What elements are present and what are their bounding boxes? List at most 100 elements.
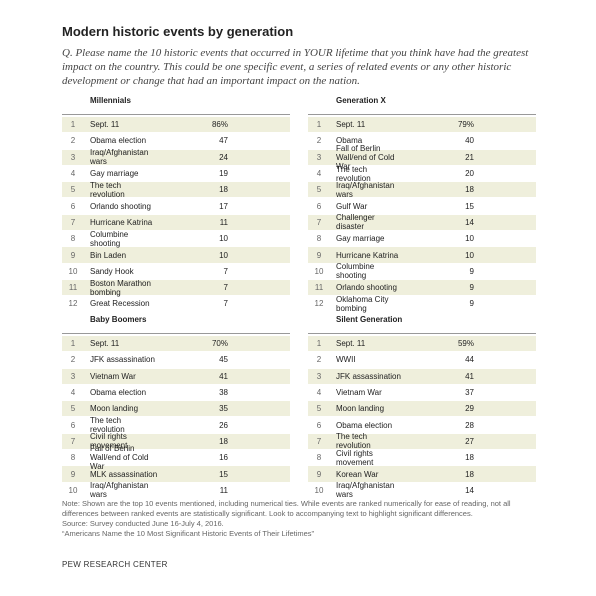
rank: 1 xyxy=(316,120,322,130)
event: Korean War xyxy=(336,469,379,479)
value: 18 xyxy=(465,469,474,479)
value: 16 xyxy=(219,453,228,463)
table-row: 7 The tech revolution 27 xyxy=(308,432,536,451)
table-row: 3 Vietnam War 41 xyxy=(62,368,290,385)
value: 11 xyxy=(219,485,228,495)
rank: 9 xyxy=(70,469,76,479)
value: 10 xyxy=(465,234,474,244)
value: 29 xyxy=(465,404,474,414)
value: 19 xyxy=(219,169,228,179)
event: Sept. 11 xyxy=(90,339,120,349)
value: 7 xyxy=(223,283,228,293)
question-text: Please name the 10 historic events that … xyxy=(62,47,529,87)
rank: 8 xyxy=(316,453,322,463)
event: Iraq/Afghanistan wars xyxy=(90,481,149,500)
rank: 9 xyxy=(316,250,322,260)
rank: 11 xyxy=(314,283,324,293)
rank: 10 xyxy=(68,266,78,276)
event: JFK assassination xyxy=(90,355,155,365)
table-row: 12 Great Recession 7 xyxy=(62,296,290,313)
event: Sept. 11 xyxy=(336,120,366,130)
table-row: 10 Columbine shooting 9 xyxy=(308,262,536,280)
table-row: 6 The tech revolution 26 xyxy=(62,416,290,434)
rank: 11 xyxy=(68,283,78,293)
rank: 7 xyxy=(316,436,322,446)
rank: 5 xyxy=(70,404,76,414)
event: Boston Marathon bombing xyxy=(90,278,151,297)
rank: 12 xyxy=(68,299,78,309)
value: 20 xyxy=(465,169,474,179)
value: 45 xyxy=(219,355,228,365)
table-row: 10 Iraq/Afghanistan wars 11 xyxy=(62,481,290,500)
table-row: 4 The tech revolution 20 xyxy=(308,165,536,183)
event: Civil rights movement xyxy=(90,432,128,451)
event: Bin Laden xyxy=(90,250,127,260)
rank: 10 xyxy=(314,485,324,495)
value: 35 xyxy=(219,404,228,414)
table-row: 1 Sept. 11 86% xyxy=(62,117,290,134)
table-row: 4 Vietnam War 37 xyxy=(308,385,536,402)
rank: 12 xyxy=(314,299,324,309)
table-heading: Millennials xyxy=(62,96,290,115)
event: Moon landing xyxy=(336,404,385,414)
event: Sept. 11 xyxy=(90,120,120,130)
rank: 8 xyxy=(70,234,76,244)
rank: 4 xyxy=(316,388,322,398)
table-row: 10 Sandy Hook 7 xyxy=(62,264,290,280)
rank: 8 xyxy=(70,453,76,463)
event: Iraq/Afghanistan wars xyxy=(336,481,395,500)
event: Gulf War xyxy=(336,201,368,211)
rank: 7 xyxy=(70,436,76,446)
value: 7 xyxy=(223,299,228,309)
table-row: 9 Bin Laden 10 xyxy=(62,247,290,264)
table-row: 5 Moon landing 35 xyxy=(62,401,290,418)
value: 18 xyxy=(219,185,228,195)
value: 18 xyxy=(465,185,474,195)
event: JFK assassination xyxy=(336,371,401,381)
event: Gay marriage xyxy=(336,234,385,244)
event: Vietnam War xyxy=(90,371,136,381)
table-row: 8 Fall of Berlin Wall/end of Cold War 16 xyxy=(62,444,290,471)
table: Baby Boomers 1 Sept. 11 70% 2 JFK assassinati… xyxy=(62,315,290,499)
rank: 10 xyxy=(68,485,78,495)
event: Orlando shooting xyxy=(336,283,397,293)
table-row: 4 Obama election 38 xyxy=(62,385,290,402)
value: 9 xyxy=(469,283,474,293)
event: WWII xyxy=(336,355,356,365)
event: Vietnam War xyxy=(336,388,382,398)
table-row: 7 Challenger disaster 14 xyxy=(308,213,536,232)
table: Silent Generation 1 Sept. 11 59% 2 WWII 44 3 JFK… xyxy=(308,315,536,499)
value: 18 xyxy=(465,453,474,463)
question: Q. Please name the 10 historic events th… xyxy=(62,46,540,88)
value: 27 xyxy=(465,436,474,446)
rank: 7 xyxy=(316,217,322,227)
table-row: 5 The tech revolution 18 xyxy=(62,181,290,199)
event: Iraq/Afghanistan wars xyxy=(90,148,149,167)
table-row: 3 Fall of Berlin Wall/end of Cold War 21 xyxy=(308,144,536,171)
event: The tech revolution xyxy=(336,432,371,451)
value: 15 xyxy=(465,201,474,211)
rank: 8 xyxy=(316,234,322,244)
event: Obama election xyxy=(336,420,393,430)
table-heading: Baby Boomers xyxy=(62,315,290,334)
table-row: 8 Gay marriage 10 xyxy=(308,231,536,248)
value: 24 xyxy=(219,152,228,162)
event: Columbine shooting xyxy=(90,229,129,248)
rank: 6 xyxy=(70,420,76,430)
value: 41 xyxy=(219,371,228,381)
title: Modern historic events by generation xyxy=(62,24,294,39)
table-row: 12 Oklahoma City bombing 9 xyxy=(308,295,536,313)
table-row: 10 Iraq/Afghanistan wars 14 xyxy=(308,481,536,500)
table-row: 6 Orlando shooting 17 xyxy=(62,198,290,215)
rank: 9 xyxy=(70,250,76,260)
value: 86% xyxy=(211,120,228,130)
event: Challenger disaster xyxy=(336,213,375,232)
rank: 3 xyxy=(316,152,322,162)
rank: 1 xyxy=(316,339,322,349)
rank: 6 xyxy=(316,420,322,430)
table-row: 2 WWII 44 xyxy=(308,352,536,369)
table-heading: Generation X xyxy=(308,96,536,115)
value: 70% xyxy=(211,339,228,349)
rank: 5 xyxy=(70,185,76,195)
